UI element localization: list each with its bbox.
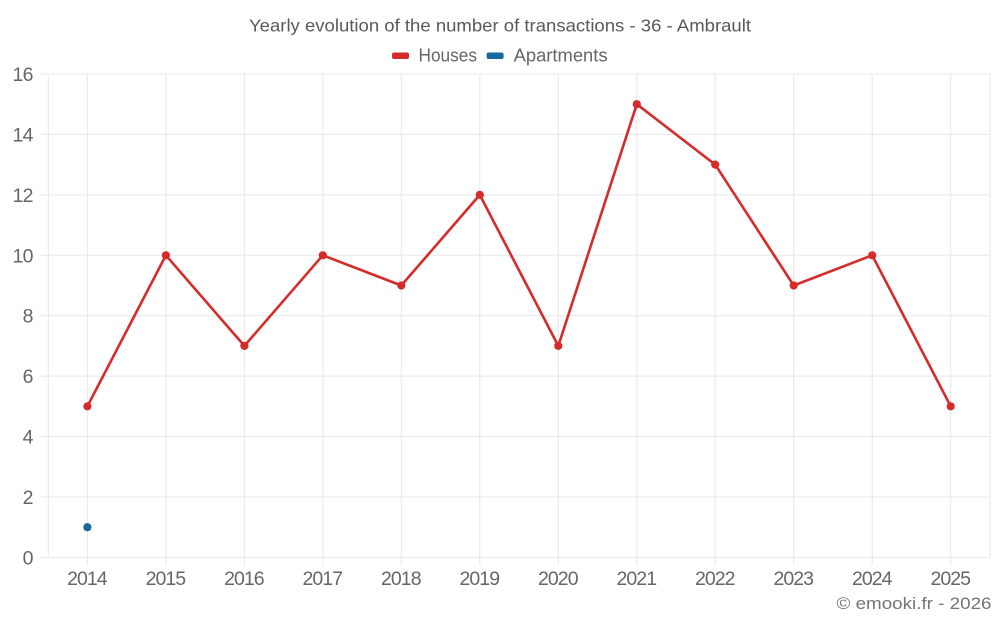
svg-text:8: 8 <box>23 306 34 328</box>
svg-text:4: 4 <box>23 427 34 449</box>
svg-text:Apartments: Apartments <box>514 45 608 66</box>
svg-text:2021: 2021 <box>617 568 658 590</box>
svg-text:2019: 2019 <box>460 568 501 590</box>
svg-text:2024: 2024 <box>852 568 893 590</box>
svg-text:16: 16 <box>13 64 34 86</box>
svg-text:2016: 2016 <box>224 568 265 590</box>
svg-text:2023: 2023 <box>773 568 814 590</box>
svg-text:6: 6 <box>23 366 34 388</box>
svg-text:Houses: Houses <box>419 45 478 66</box>
svg-text:12: 12 <box>13 185 34 207</box>
svg-text:2017: 2017 <box>303 568 344 590</box>
svg-text:10: 10 <box>13 245 34 267</box>
svg-text:2015: 2015 <box>146 568 187 590</box>
svg-text:14: 14 <box>13 124 34 146</box>
svg-text:0: 0 <box>23 547 34 569</box>
svg-text:2: 2 <box>23 487 34 509</box>
svg-text:2014: 2014 <box>67 568 108 590</box>
svg-text:2018: 2018 <box>381 568 422 590</box>
svg-text:2025: 2025 <box>930 568 971 590</box>
svg-text:Yearly evolution of the number: Yearly evolution of the number of transa… <box>249 15 751 35</box>
svg-text:2020: 2020 <box>538 568 579 590</box>
svg-text:2022: 2022 <box>695 568 736 590</box>
svg-text:© emooki.fr - 2026: © emooki.fr - 2026 <box>837 594 992 613</box>
